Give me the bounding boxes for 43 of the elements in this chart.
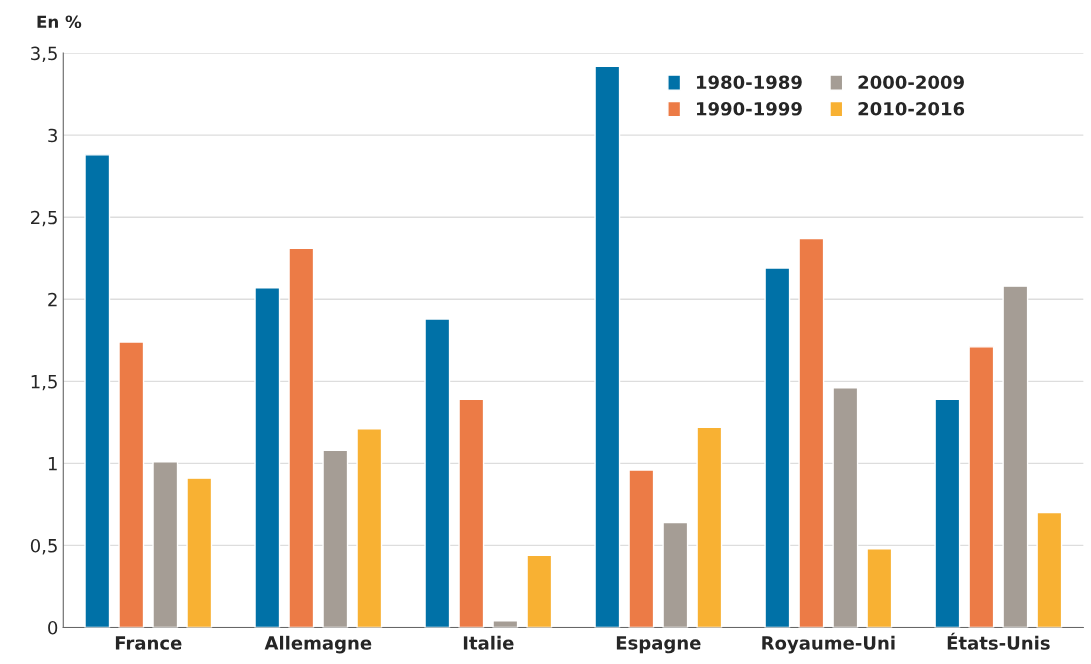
y-tick-label: 1,5 — [31, 375, 57, 391]
bar — [1036, 511, 1063, 628]
bar — [764, 267, 791, 628]
bar — [866, 548, 893, 628]
bar — [662, 521, 689, 628]
x-tick-label: Espagne — [616, 636, 701, 654]
bar — [1002, 285, 1029, 628]
bar — [594, 65, 621, 628]
x-tick-label: Allemagne — [264, 635, 372, 654]
x-tick-label: Italie — [463, 635, 514, 650]
bar — [322, 449, 349, 628]
legend-label: 2000-2009 — [858, 75, 964, 90]
bar — [186, 477, 213, 628]
bar — [696, 426, 723, 628]
y-tick-label: 2,5 — [31, 210, 57, 227]
y-axis-title: En % — [37, 15, 82, 29]
y-tick-label: 3 — [48, 128, 57, 143]
y-tick-label: 1 — [48, 457, 57, 471]
x-tick-label: France — [115, 636, 182, 650]
y-tick-label: 3,5 — [31, 46, 57, 63]
bar — [628, 469, 655, 628]
legend-label: 1980-1989 — [696, 75, 802, 90]
x-tick-label: Royaume-Uni — [762, 635, 895, 654]
bar — [492, 620, 519, 628]
bar — [458, 398, 485, 628]
bar — [288, 247, 315, 628]
y-tick-label: 0 — [48, 620, 58, 635]
y-tick-label: 0,5 — [30, 538, 57, 555]
bar — [424, 318, 451, 628]
bar — [526, 554, 553, 628]
y-tick-label: 2 — [48, 292, 57, 307]
bar — [356, 428, 383, 628]
bar — [118, 341, 145, 628]
x-tick-label: États-Unis — [947, 632, 1050, 650]
bar — [798, 237, 825, 628]
bar — [934, 398, 961, 628]
legend-label: 2010-2016 — [858, 101, 965, 116]
bar — [832, 387, 859, 628]
bar — [254, 287, 281, 628]
bar — [152, 461, 179, 628]
legend-label: 1990-1999 — [696, 101, 802, 116]
bar — [968, 346, 995, 628]
bar — [84, 154, 111, 628]
